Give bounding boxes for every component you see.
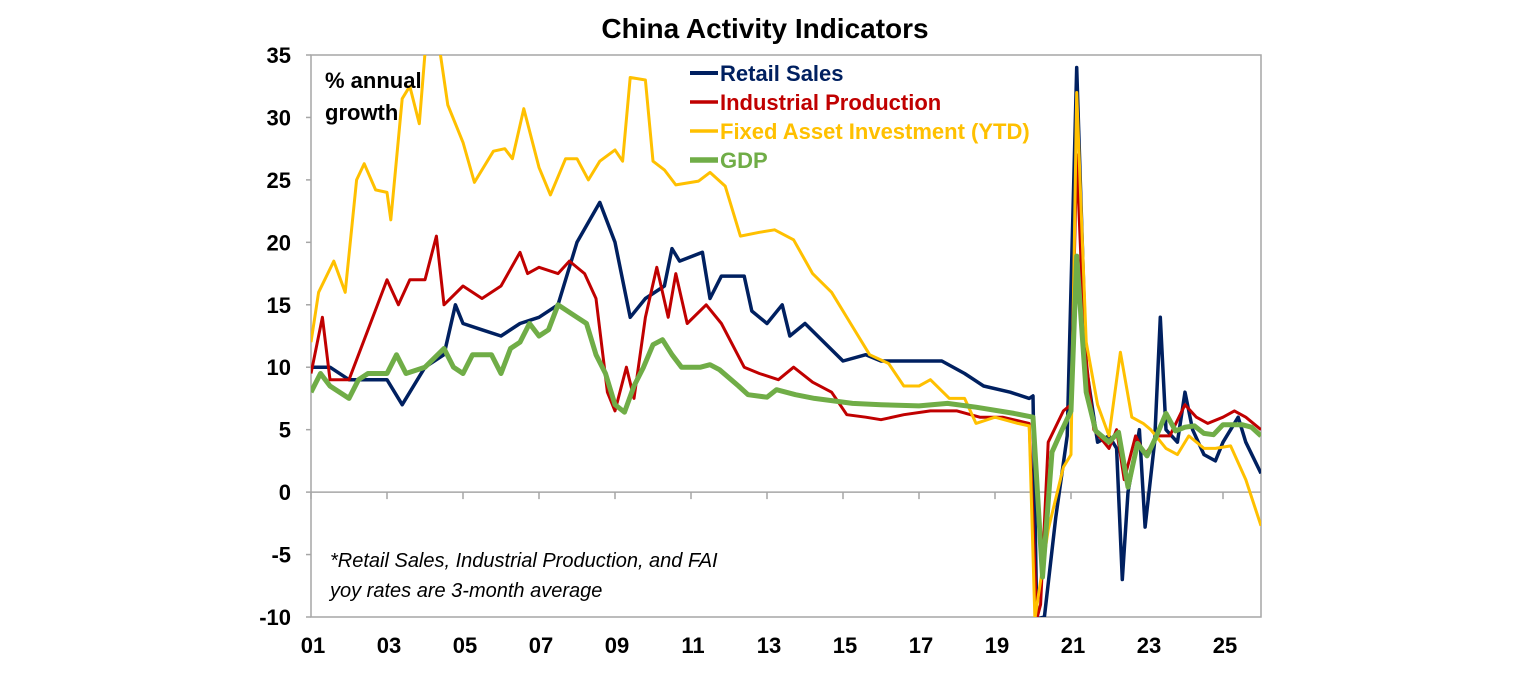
x-tick-label: 13	[757, 633, 781, 658]
x-tick-label: 01	[301, 633, 325, 658]
y-tick-label: 30	[267, 105, 291, 130]
chart-title: China Activity Indicators	[601, 13, 928, 44]
x-tick-label: 09	[605, 633, 629, 658]
y-tick-label: 5	[279, 418, 291, 443]
x-tick-label: 17	[909, 633, 933, 658]
y-unit-label-line2: growth	[325, 100, 398, 125]
x-tick-label: 25	[1213, 633, 1237, 658]
legend-label: Retail Sales	[720, 61, 844, 86]
x-tick-label: 19	[985, 633, 1009, 658]
y-tick-label: -10	[259, 605, 291, 630]
x-tick-label: 15	[833, 633, 857, 658]
legend-label: GDP	[720, 148, 768, 173]
y-tick-label: 20	[267, 230, 291, 255]
x-tick-label: 21	[1061, 633, 1085, 658]
y-tick-label: 0	[279, 480, 291, 505]
footnote-line2: yoy rates are 3-month average	[328, 580, 602, 602]
x-tick-label: 03	[377, 633, 401, 658]
x-tick-label: 07	[529, 633, 553, 658]
series-line-gdp	[311, 253, 1261, 580]
y-tick-label: 15	[267, 293, 291, 318]
y-unit-label-line1: % annual	[325, 68, 422, 93]
legend-label: Industrial Production	[720, 90, 941, 115]
y-tick-label: 10	[267, 355, 291, 380]
legend: Retail Sales Industrial Production Fixed A…	[690, 61, 1030, 173]
series-line-retail-sales	[311, 65, 1261, 617]
series-line-fixed-asset-investment-ytd	[311, 55, 1261, 617]
x-tick-label: 23	[1137, 633, 1161, 658]
legend-label: Fixed Asset Investment (YTD)	[720, 119, 1030, 144]
footnote-line1: *Retail Sales, Industrial Production, an…	[330, 550, 718, 572]
y-tick-label: -5	[271, 543, 291, 568]
x-tick-label: 05	[453, 633, 477, 658]
x-tick-label: 11	[681, 633, 704, 658]
y-tick-label: 35	[267, 43, 291, 68]
y-tick-label: 25	[267, 168, 291, 193]
